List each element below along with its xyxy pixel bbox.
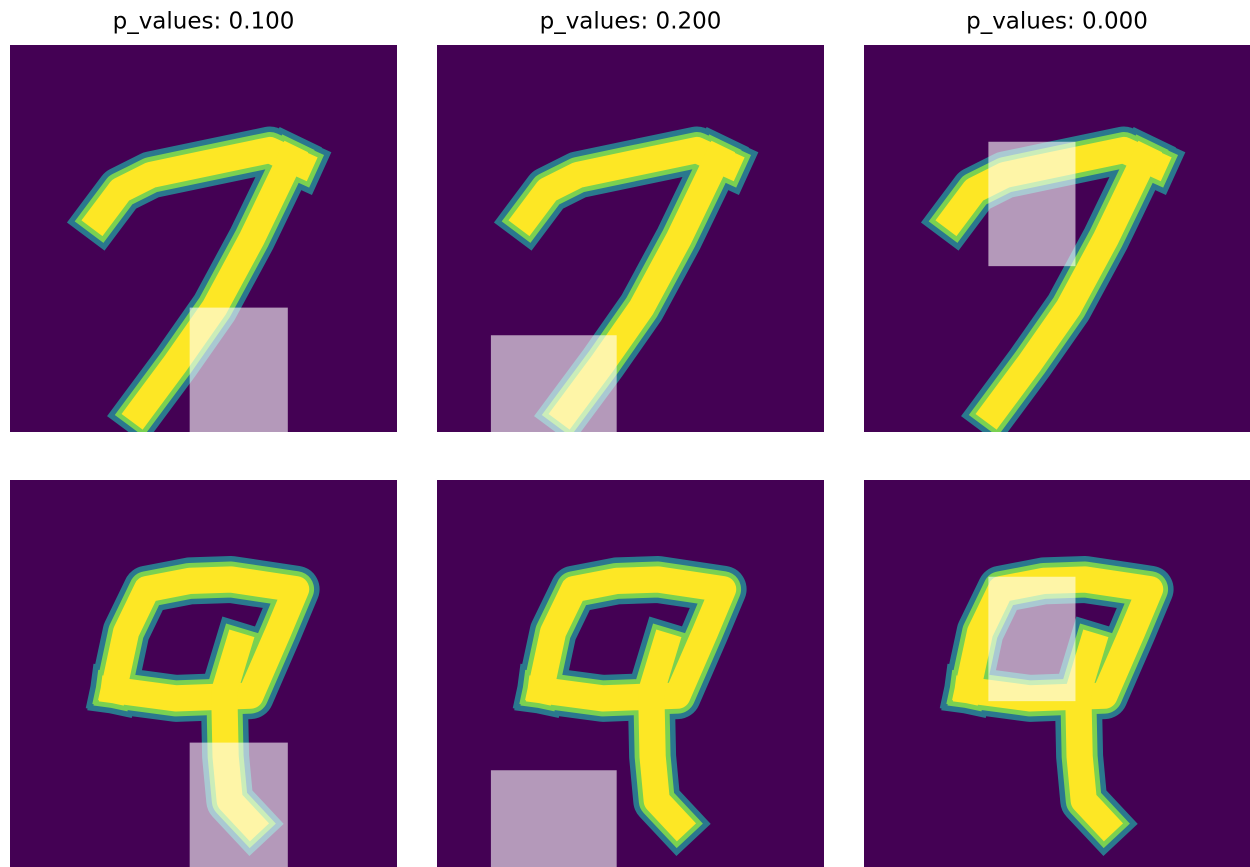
digit-image <box>10 480 397 867</box>
digit-image <box>437 45 824 432</box>
digit-image <box>864 45 1250 432</box>
digit-image <box>437 480 824 867</box>
occlusion-patch <box>190 743 288 867</box>
digit-image <box>10 45 397 432</box>
panel-title: p_values: 0.200 <box>540 9 722 35</box>
occlusion-patch <box>491 335 617 432</box>
figure: p_values: 0.100 p_values: 0.200 p_values… <box>0 0 1250 867</box>
occlusion-patch <box>988 142 1075 266</box>
occlusion-patch <box>988 577 1075 701</box>
panel-title: p_values: 0.100 <box>113 9 295 35</box>
page: {"titles": ["p_values: 0.100", "p_values… <box>0 0 1250 867</box>
digit-image <box>864 480 1250 867</box>
occlusion-patch <box>491 770 617 867</box>
occlusion-patch <box>190 308 288 432</box>
panel-title: p_values: 0.000 <box>966 9 1148 35</box>
